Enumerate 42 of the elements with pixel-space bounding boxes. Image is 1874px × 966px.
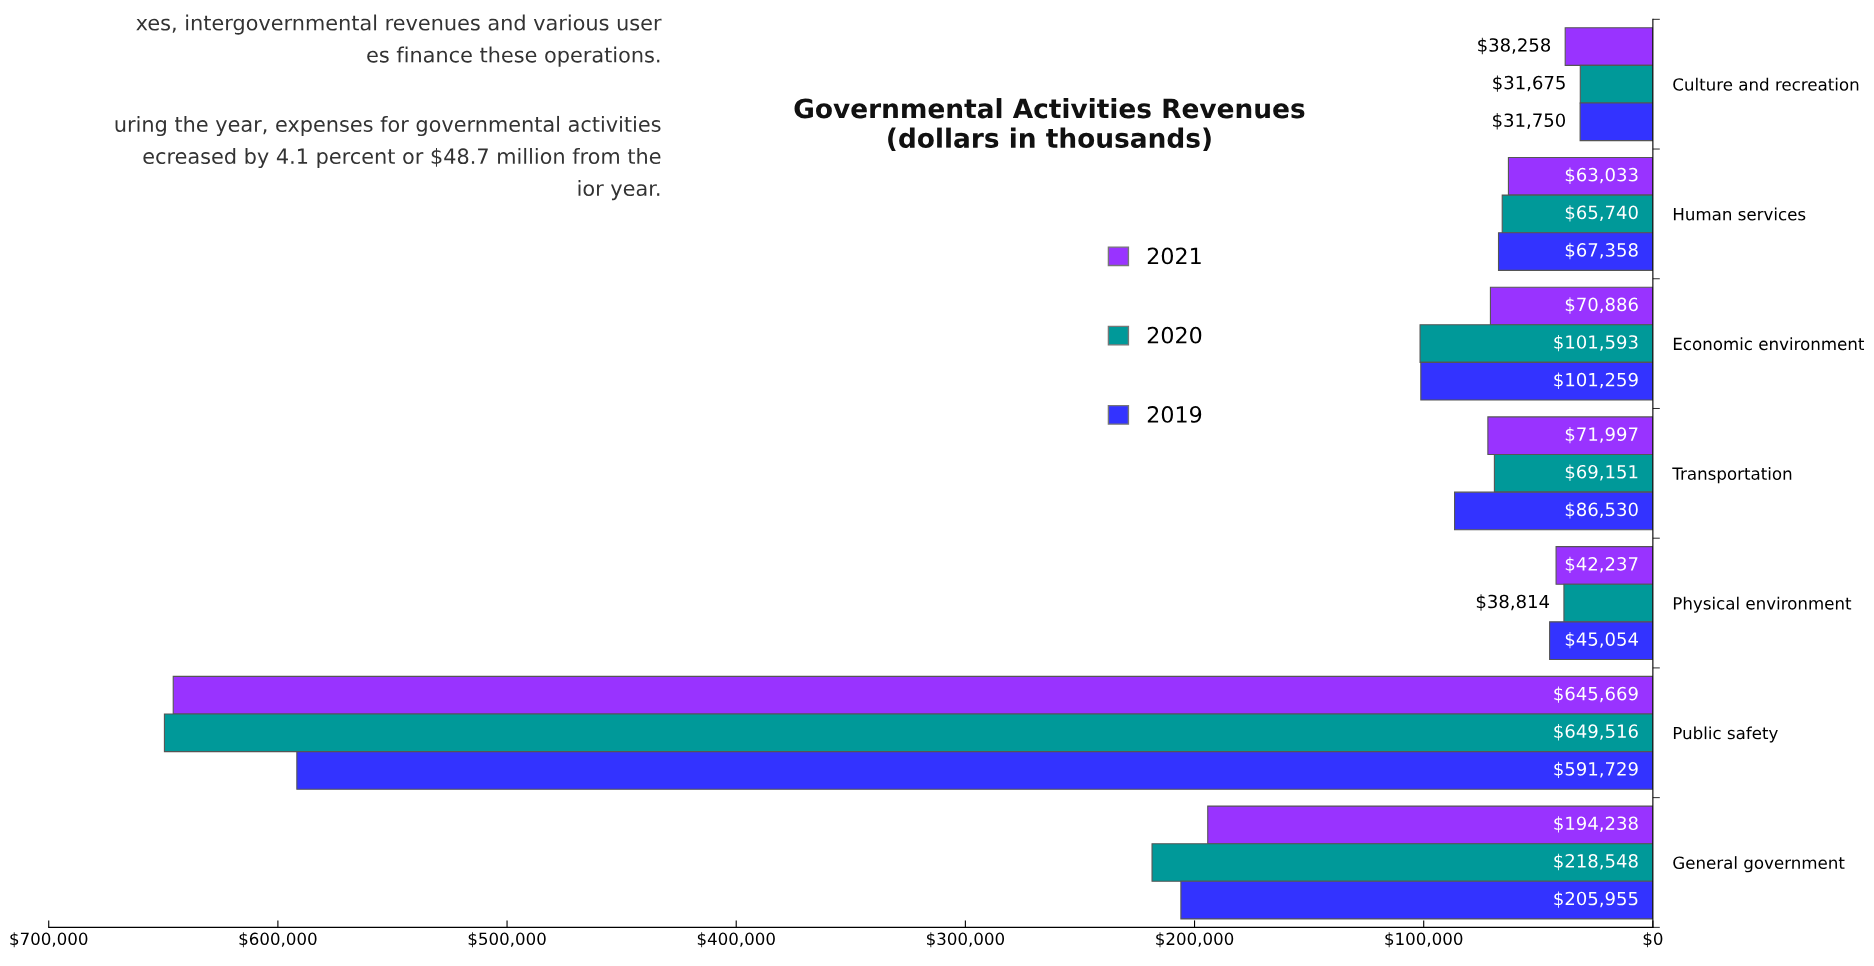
legend-label: 2019 <box>1147 406 1202 423</box>
annotation: uring the year, expenses for governmental activities ecreased by 4.1 percent or $48.7 million from the ior year. <box>115 115 661 201</box>
data-label: $63,033 <box>1565 167 1638 184</box>
x-tick-label: $700,000 <box>10 932 88 948</box>
data-label: $205,955 <box>1554 891 1638 908</box>
data-label: $38,814 <box>1476 594 1550 611</box>
data-label: $101,593 <box>1554 334 1638 352</box>
x-tick-label: $300,000 <box>927 932 1005 948</box>
y-tick-label: General government <box>1673 856 1845 873</box>
y-tick-label: Physical environment <box>1673 596 1852 613</box>
data-label: $65,740 <box>1565 205 1638 222</box>
y-tick-label: Human services <box>1673 207 1806 221</box>
data-label: $194,238 <box>1554 816 1638 833</box>
text: Governmental Activities Revenues (dollars in thousands) <box>794 98 1305 152</box>
x-tick-label: $500,000 <box>468 932 546 948</box>
x-tick-label: $600,000 <box>239 932 317 948</box>
data-label: $71,997 <box>1565 426 1638 444</box>
annotation: xes, intergovernmental revenues and various user es finance these operations. <box>136 14 662 67</box>
y-tick-label: Economic environment <box>1673 337 1865 351</box>
data-label: $649,516 <box>1554 724 1638 741</box>
x-tick-label: $0 <box>1643 932 1663 948</box>
legend-label: 2021 <box>1147 247 1201 265</box>
y-tick-label: Transportation <box>1672 467 1792 484</box>
data-label: $31,675 <box>1493 75 1565 92</box>
data-label: $42,237 <box>1565 556 1638 574</box>
data-label: $69,151 <box>1565 464 1638 481</box>
data-label: $86,530 <box>1565 502 1638 519</box>
data-label: $591,729 <box>1554 761 1638 779</box>
data-label: $67,358 <box>1565 242 1638 260</box>
y-tick-label: Public safety <box>1673 726 1778 743</box>
x-tick-label: $200,000 <box>1156 932 1234 948</box>
y-tick-label: Culture and recreation <box>1673 77 1859 91</box>
data-label: $31,750 <box>1493 113 1566 130</box>
x-tick-label: $100,000 <box>1385 932 1463 948</box>
data-label: $38,258 <box>1478 37 1551 55</box>
data-label: $645,669 <box>1554 686 1638 703</box>
data-label: $218,548 <box>1554 853 1638 871</box>
data-label: $101,259 <box>1554 372 1638 389</box>
legend-label: 2020 <box>1147 326 1202 344</box>
data-label: $70,886 <box>1565 297 1638 314</box>
x-tick-label: $400,000 <box>697 932 775 948</box>
data-label: $45,054 <box>1565 631 1638 649</box>
